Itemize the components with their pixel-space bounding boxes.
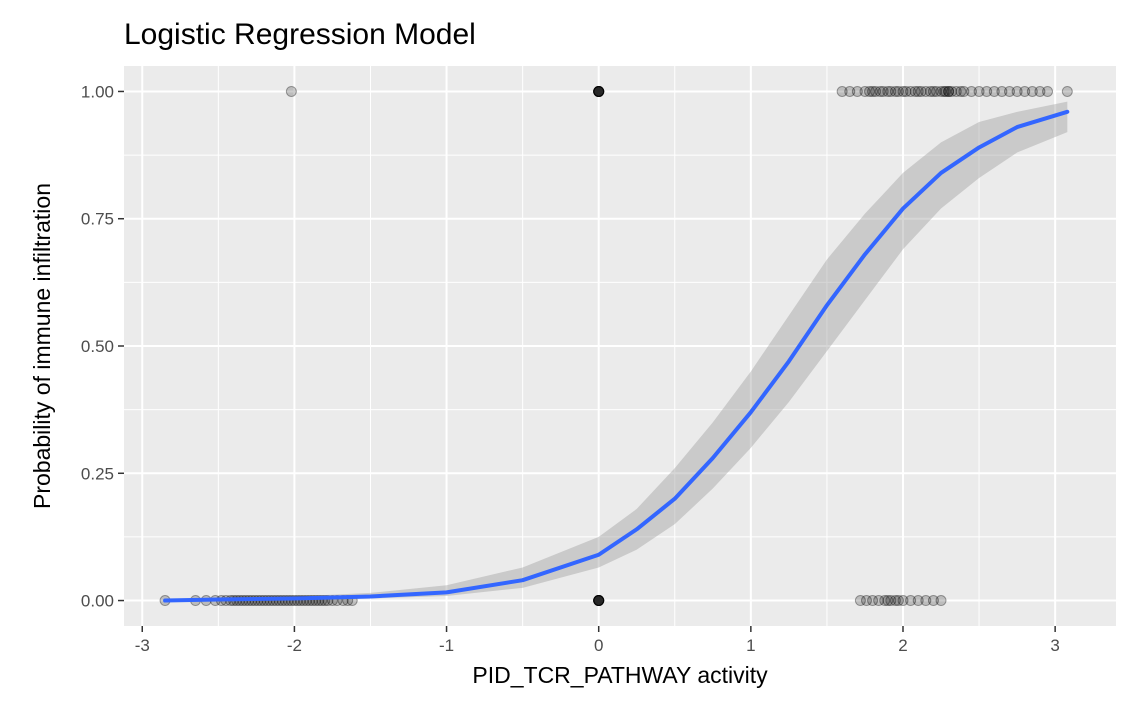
data-point [859,85,871,97]
grid-lines [124,66,1116,626]
data-point [950,85,962,97]
data-point [593,595,605,607]
data-point [870,85,882,97]
data-point [593,595,605,607]
fit-curve [163,109,1070,603]
data-point [879,595,891,607]
y-tick-label: 0.75 [81,210,114,229]
data-point [973,85,985,97]
y-tick-label: 0.50 [81,337,114,356]
data-point [1003,85,1015,97]
data-point [920,595,932,607]
data-point [965,85,977,97]
data-point [927,595,939,607]
data-point [930,85,942,97]
x-tick-label: 1 [746,636,755,655]
data-point [958,85,970,97]
data-point [285,85,297,97]
data-point [593,595,605,607]
data-point [912,85,924,97]
data-point [940,85,952,97]
data-point [988,85,1000,97]
data-point [935,595,947,607]
data-point [867,85,879,97]
data-point [889,85,901,97]
data-point [905,85,917,97]
data-point [900,85,912,97]
data-point [593,595,605,607]
data-point [889,595,901,607]
data-point [593,85,605,97]
data-point [873,595,885,607]
y-axis-title: Probability of immune infiltration [29,183,55,509]
data-point [860,595,872,607]
data-point [874,85,886,97]
confidence-band [165,101,1068,601]
data-point [905,595,917,607]
confidence-band-layer [165,101,1068,601]
data-point [938,85,950,97]
data-point [593,595,605,607]
data-point [844,85,856,97]
data-point [892,595,904,607]
data-point [593,85,605,97]
data-point [1026,85,1038,97]
data-point [882,85,894,97]
data-point [867,595,879,607]
data-point [935,85,947,97]
data-point [593,85,605,97]
data-point [1011,85,1023,97]
data-point [593,85,605,97]
data-point [864,85,876,97]
y-axis-ticks: 0.00 0.25 0.50 0.75 1.00 [81,82,124,611]
data-point [851,85,863,97]
data-point [882,595,894,607]
data-point [924,85,936,97]
data-point [981,85,993,97]
data-point [946,85,958,97]
x-axis-title: PID_TCR_PATHWAY activity [472,662,768,688]
data-point [927,85,939,97]
data-point [593,85,605,97]
y-tick-label: 1.00 [81,82,114,101]
data-point [1019,85,1031,97]
data-point [920,85,932,97]
data-point [996,85,1008,97]
data-point [1061,85,1073,97]
data-point [593,85,605,97]
data-point [593,595,605,607]
chart-title: Logistic Regression Model [124,18,476,51]
y-tick-label: 0.00 [81,592,114,611]
x-axis-ticks: -3 -2 -1 0 1 2 3 [135,626,1060,655]
data-point [877,85,889,97]
data-point [909,85,921,97]
data-point [836,85,848,97]
data-point [1034,85,1046,97]
x-tick-label: -3 [135,636,150,655]
y-tick-label: 0.25 [81,464,114,483]
data-point [897,595,909,607]
data-point [892,85,904,97]
data-point [955,85,967,97]
x-tick-label: 0 [594,636,603,655]
fit-curve-layer [163,109,1070,603]
data-point [915,85,927,97]
data-point [885,85,897,97]
x-tick-label: -1 [439,636,454,655]
data-point [593,85,605,97]
data-point [943,85,955,97]
data-point [885,595,897,607]
data-point [943,85,955,97]
data-point [897,85,909,97]
data-point [593,85,605,97]
data-point [1042,85,1054,97]
x-tick-label: 2 [898,636,907,655]
data-point [854,595,866,607]
x-tick-label: -2 [287,636,302,655]
data-point [593,595,605,607]
data-point [593,595,605,607]
x-tick-label: 3 [1050,636,1059,655]
data-point [912,595,924,607]
